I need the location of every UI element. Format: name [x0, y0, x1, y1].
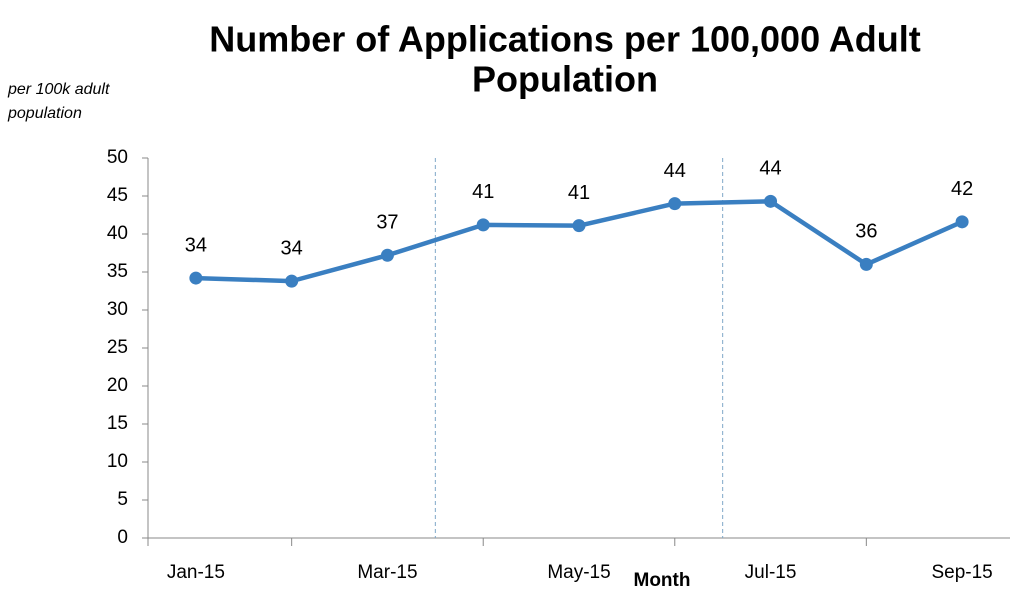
data-label: 34 — [281, 237, 303, 259]
y-tick-label: 40 — [107, 223, 128, 244]
data-point — [764, 194, 778, 208]
data-label: 34 — [185, 234, 207, 256]
data-point — [955, 215, 969, 229]
data-label: 44 — [664, 160, 686, 182]
data-label: 36 — [855, 221, 877, 243]
y-tick-label: 10 — [107, 451, 128, 472]
y-tick-label: 30 — [107, 299, 128, 320]
chart-title: Number of Applications per 100,000 Adult — [209, 19, 920, 60]
y-tick-label: 15 — [107, 413, 128, 434]
data-point — [380, 248, 394, 262]
data-point — [476, 218, 490, 232]
y-tick-label: 45 — [107, 185, 128, 206]
data-label: 41 — [472, 181, 494, 203]
x-tick-label: Sep-15 — [931, 562, 992, 583]
y-tick-label: 35 — [107, 261, 128, 282]
data-label: 37 — [376, 212, 398, 234]
y-tick-label: 5 — [117, 489, 128, 510]
x-tick-label: Jul-15 — [745, 562, 797, 583]
data-point — [285, 274, 299, 288]
series-line — [195, 199, 964, 284]
x-tick-label: Mar-15 — [357, 562, 417, 583]
y-tick-label: 0 — [117, 527, 128, 548]
data-label: 42 — [951, 178, 973, 200]
chart-title: Population — [472, 59, 658, 100]
y-tick-label: 25 — [107, 337, 128, 358]
data-point — [189, 271, 203, 285]
data-point — [668, 197, 682, 211]
data-point — [859, 257, 873, 271]
x-axis-label: Month — [634, 570, 691, 591]
data-label: 41 — [568, 182, 590, 204]
y-tick-label: 50 — [107, 147, 128, 168]
y-tick-label: 20 — [107, 375, 128, 396]
x-tick-label: May-15 — [547, 562, 610, 583]
x-tick-label: Jan-15 — [167, 562, 225, 583]
y-axis-label: population — [7, 105, 82, 122]
y-axis-label: per 100k adult — [7, 81, 110, 98]
data-point — [572, 219, 586, 233]
data-label: 44 — [759, 158, 781, 180]
